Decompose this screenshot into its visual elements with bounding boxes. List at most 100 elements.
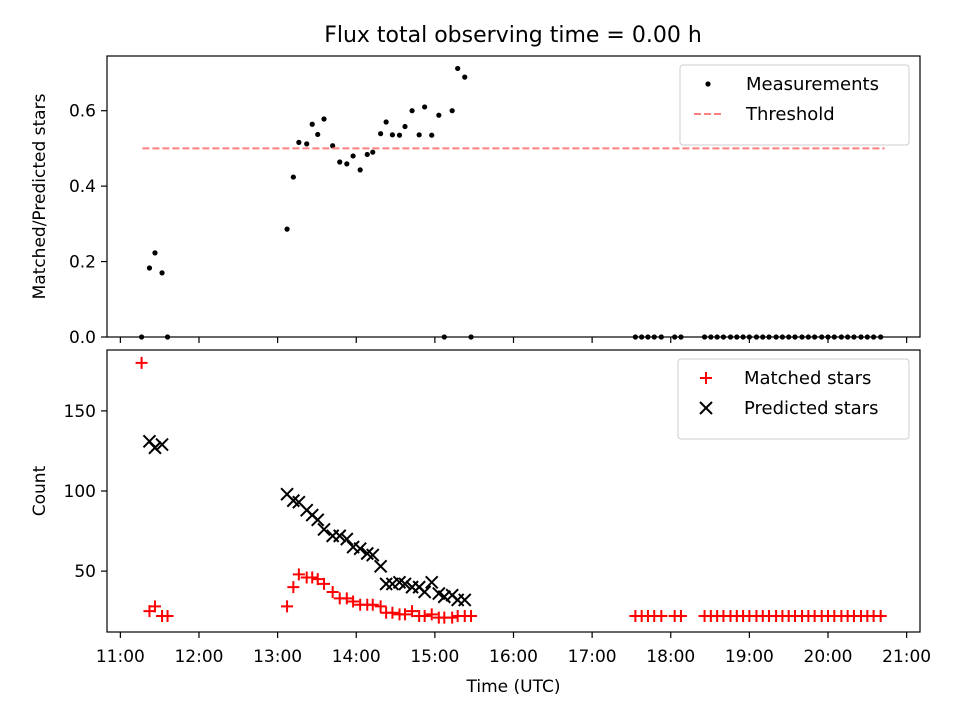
measurement-point: [878, 334, 884, 340]
legend-box: [679, 64, 910, 146]
measurement-point: [321, 116, 327, 122]
measurement-point: [753, 334, 760, 340]
matched-star-point: [311, 573, 324, 586]
matched-star-point: [374, 600, 387, 613]
x-tick-label: 15:00: [410, 647, 459, 667]
measurement-point: [734, 334, 740, 340]
measurement-point: [449, 108, 455, 114]
measurement-point: [858, 334, 864, 340]
measurement-point: [831, 334, 837, 340]
x-tick-label: 14:00: [332, 647, 381, 667]
measurement-point: [455, 65, 461, 72]
measurement-point: [658, 334, 664, 340]
y-axis-label: Matched/Predicted stars: [30, 93, 50, 299]
measurement-point: [645, 334, 651, 340]
measurement-point: [632, 334, 638, 340]
predicted-star-point: [417, 585, 432, 599]
measurement-point: [799, 334, 805, 340]
measurement-point: [284, 226, 290, 232]
measurement-point: [678, 334, 684, 340]
legend-label: Predicted stars: [744, 398, 878, 419]
x-tick-label: 12:00: [174, 647, 223, 667]
matched-star-point: [340, 592, 353, 605]
measurement-point: [760, 334, 766, 340]
measurement-point: [792, 334, 798, 340]
x-tick-label: 13:00: [253, 647, 302, 667]
measurement-point: [370, 149, 376, 155]
matched-star-point: [446, 611, 459, 624]
legend-label: Matched stars: [744, 368, 871, 389]
predicted-star-point: [340, 532, 354, 546]
matched-star-point: [406, 605, 419, 618]
measurement-point: [727, 334, 734, 340]
matched-star-point: [418, 609, 431, 622]
measurement-point: [378, 131, 384, 137]
measurement-point: [337, 159, 343, 165]
x-tick-label: 17:00: [568, 647, 617, 667]
matched-star-point: [287, 581, 300, 594]
predicted-star-point: [333, 529, 347, 543]
measurement-point: [402, 123, 408, 130]
measurement-point: [429, 132, 435, 138]
measurement-point: [296, 139, 302, 145]
measurement-point: [350, 153, 356, 159]
predicted-star-point: [379, 577, 393, 591]
matched-star-point: [655, 609, 668, 622]
measurement-point: [651, 334, 657, 340]
measurement-point: [416, 132, 422, 138]
measurement-point: [740, 334, 746, 340]
measurement-point: [364, 151, 370, 158]
measurement-point: [720, 334, 727, 340]
y-tick-label: 100: [64, 482, 96, 502]
legend-label: Threshold: [745, 104, 835, 125]
measurement-point: [159, 270, 165, 276]
measurement-point: [701, 334, 708, 340]
legend-marker: [705, 81, 711, 87]
measurement-point: [766, 334, 772, 340]
measurement-point: [357, 167, 363, 173]
measurement-point: [396, 132, 403, 138]
matched-star-point: [306, 571, 319, 584]
measurement-point: [468, 334, 474, 340]
matched-star-point: [281, 600, 294, 613]
x-tick-label: 18:00: [646, 647, 695, 667]
measurement-point: [786, 334, 792, 340]
measurement-point: [773, 334, 779, 340]
measurement-point: [845, 334, 851, 340]
measurement-point: [344, 161, 350, 167]
legend-box: [677, 358, 910, 440]
measurement-point: [146, 265, 153, 271]
measurement-point: [309, 121, 315, 127]
measurement-point: [819, 334, 825, 340]
measurement-point: [304, 141, 310, 147]
y-tick-label: 0.2: [69, 253, 96, 273]
measurement-point: [383, 119, 389, 125]
x-tick-label: 20:00: [804, 647, 853, 667]
measurement-point: [708, 334, 714, 340]
y-tick-label: 150: [64, 402, 96, 422]
matched-star-point: [318, 577, 331, 590]
measurement-point: [746, 334, 752, 340]
legend-marker: [699, 401, 713, 415]
y-tick-label: 0.4: [69, 177, 96, 197]
measurement-point: [462, 74, 468, 80]
matched-star-point: [425, 608, 438, 621]
measurement-point: [779, 334, 786, 340]
measurement-point: [164, 334, 171, 340]
matched-star-point: [465, 609, 478, 622]
predicted-star-point: [148, 441, 162, 455]
chart-title: Flux total observing time = 0.00 h: [324, 23, 702, 48]
bottom-panel: 11:00 12:00 13:00 14:00 15:00 16:00 17:00 18:00…: [30, 349, 931, 697]
measurement-point: [409, 108, 415, 114]
measurement-point: [805, 334, 811, 340]
measurement-point: [315, 131, 321, 138]
measurement-point: [672, 334, 678, 340]
matched-star-point: [161, 609, 174, 622]
measurement-point: [871, 334, 877, 340]
predicted-star-point: [353, 541, 367, 556]
legend-marker: [700, 372, 712, 384]
measurement-point: [389, 132, 396, 138]
predicted-star-point: [311, 513, 325, 527]
measurement-point: [138, 334, 145, 340]
